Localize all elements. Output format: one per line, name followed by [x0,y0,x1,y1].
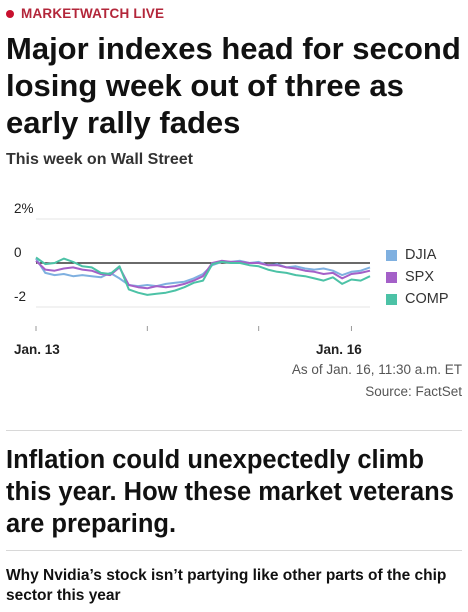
x-tick-label: Jan. 16 [316,342,362,355]
y-tick-label: -2 [14,289,26,304]
live-dot-icon [6,9,14,18]
story-headline-nvidia[interactable]: Why Nvidia’s stock isn’t partying like o… [6,567,447,604]
chart-title: This week on Wall Street [6,151,194,168]
market-chart: 2% 0 -2 Jan. 13 Jan. 16 [14,201,371,355]
section-label[interactable]: MARKETWATCH LIVE [6,6,164,21]
legend-swatch-comp [386,293,397,305]
legend-item-spx: SPX [386,266,449,288]
y-tick-label: 0 [14,245,22,260]
chart-as-of: As of Jan. 16, 11:30 a.m. ET [291,362,462,377]
legend-swatch-spx [386,271,397,283]
series-line-spx [35,259,371,290]
chart-source: Source: FactSet [365,384,462,399]
divider [6,430,462,431]
y-tick-label: 2% [14,201,34,216]
headline[interactable]: Major indexes head for second losing wee… [6,31,461,140]
series-line-comp [35,256,371,296]
series-line-djia [35,258,371,288]
chart-legend: DJIA SPX COMP [386,244,449,310]
divider [6,550,462,551]
story-headline-inflation[interactable]: Inflation could unexpectedly climb this … [6,446,454,538]
legend-item-comp: COMP [386,288,449,310]
legend-label-djia: DJIA [405,247,437,263]
section-label-text: MARKETWATCH LIVE [21,6,165,21]
x-tick-label: Jan. 13 [14,342,60,355]
legend-item-djia: DJIA [386,244,449,266]
legend-label-spx: SPX [405,269,435,285]
legend-swatch-djia [386,249,397,261]
legend-label-comp: COMP [405,291,449,307]
